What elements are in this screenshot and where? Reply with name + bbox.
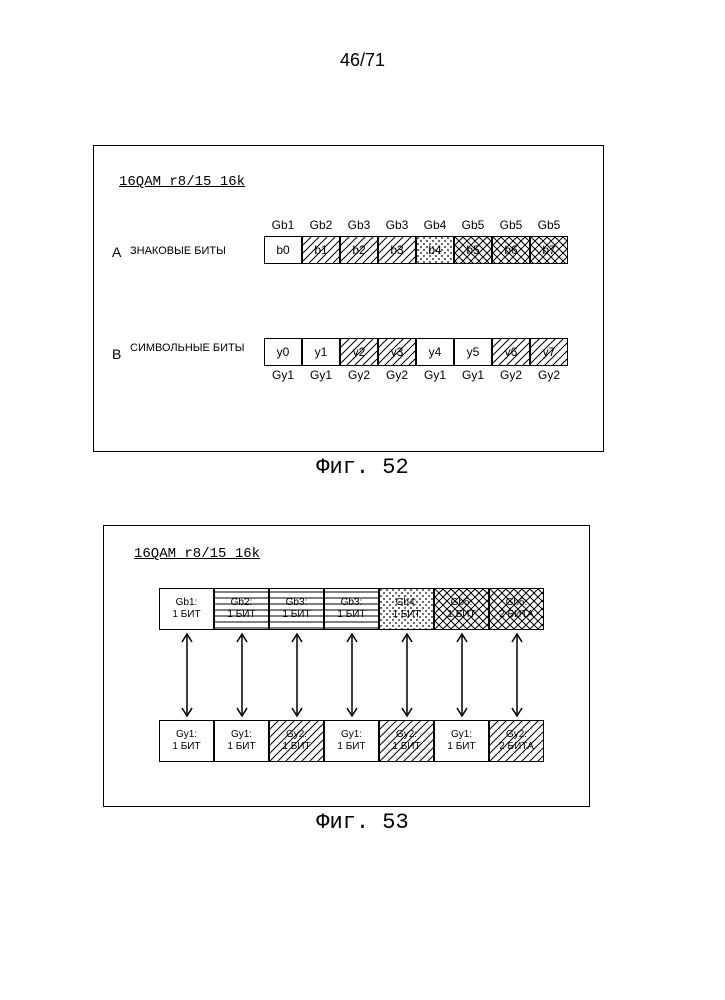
fig52-caption: Фиг. 52 <box>316 455 408 480</box>
bit-cell: b5 <box>454 236 492 264</box>
row-b-cells: y0y1y2y3y4y5y6y7 <box>264 338 568 366</box>
col-label: Gb5 <box>454 218 492 232</box>
col-label: Gb4 <box>416 218 454 232</box>
symbol-cell: y3 <box>378 338 416 366</box>
mapping-arrow <box>379 630 434 720</box>
gb-cell: Gb5:2 БИТА <box>489 588 544 630</box>
col-label: Gy2 <box>492 368 530 382</box>
row-a-prefix: A <box>112 244 121 260</box>
fig53-bottom-row: Gy1:1 БИТGy1:1 БИТGy2:1 БИТGy1:1 БИТGy2:… <box>159 720 544 762</box>
gb-cell: Gb3:1 БИТ <box>269 588 324 630</box>
bit-cell: b1 <box>302 236 340 264</box>
gy-cell: Gy1:1 БИТ <box>159 720 214 762</box>
bit-cell: b7 <box>530 236 568 264</box>
gy-cell: Gy2:2 БИТА <box>489 720 544 762</box>
mapping-arrow <box>214 630 269 720</box>
gy-cell: Gy1:1 БИТ <box>214 720 269 762</box>
col-label: Gb1 <box>264 218 302 232</box>
bit-cell: b6 <box>492 236 530 264</box>
gb-cell: Gb1:1 БИТ <box>159 588 214 630</box>
col-label: Gy1 <box>416 368 454 382</box>
symbol-cell: y6 <box>492 338 530 366</box>
col-label: Gb5 <box>530 218 568 232</box>
gb-cell: Gb3:1 БИТ <box>324 588 379 630</box>
gy-cell: Gy2:1 БИТ <box>269 720 324 762</box>
symbol-cell: y7 <box>530 338 568 366</box>
symbol-cell: y2 <box>340 338 378 366</box>
fig53-top-row: Gb1:1 БИТGb2:1 БИТGb3:1 БИТGb3:1 БИТGb4:… <box>159 588 544 630</box>
col-label: Gy2 <box>340 368 378 382</box>
col-label: Gy1 <box>454 368 492 382</box>
row-a-label: ЗНАКОВЫЕ БИТЫ <box>130 245 250 257</box>
col-label: Gy1 <box>302 368 340 382</box>
fig52-title: 16QAM r8/15 16k <box>119 174 245 190</box>
bit-cell: b0 <box>264 236 302 264</box>
col-label: Gb5 <box>492 218 530 232</box>
row-b-bottom-labels: Gy1Gy1Gy2Gy2Gy1Gy1Gy2Gy2 <box>264 368 568 382</box>
col-label: Gy2 <box>530 368 568 382</box>
bit-cell: b3 <box>378 236 416 264</box>
mapping-arrow <box>489 630 544 720</box>
symbol-cell: y1 <box>302 338 340 366</box>
mapping-arrow <box>434 630 489 720</box>
gb-cell: Gb4:1 БИТ <box>379 588 434 630</box>
mapping-arrow <box>159 630 214 720</box>
col-label: Gb2 <box>302 218 340 232</box>
symbol-cell: y5 <box>454 338 492 366</box>
figure-53-box: 16QAM r8/15 16k Gb1:1 БИТGb2:1 БИТGb3:1 … <box>103 525 590 807</box>
row-a-cells: b0b1b2b3b4b5b6b7 <box>264 236 568 264</box>
mapping-arrow <box>324 630 379 720</box>
col-label: Gb3 <box>378 218 416 232</box>
row-b-prefix: B <box>112 346 121 362</box>
gb-cell: Gb5:1 БИТ <box>434 588 489 630</box>
figure-52-box: 16QAM r8/15 16k A ЗНАКОВЫЕ БИТЫ Gb1Gb2Gb… <box>93 145 604 452</box>
symbol-cell: y0 <box>264 338 302 366</box>
fig53-title: 16QAM r8/15 16k <box>134 546 260 562</box>
fig53-caption: Фиг. 53 <box>316 810 408 835</box>
gy-cell: Gy1:1 БИТ <box>434 720 489 762</box>
bit-cell: b2 <box>340 236 378 264</box>
row-b-label: СИМВОЛЬНЫЕ БИТЫ <box>130 342 250 354</box>
col-label: Gb3 <box>340 218 378 232</box>
gy-cell: Gy2:1 БИТ <box>379 720 434 762</box>
symbol-cell: y4 <box>416 338 454 366</box>
mapping-arrow <box>269 630 324 720</box>
col-label: Gy2 <box>378 368 416 382</box>
gy-cell: Gy1:1 БИТ <box>324 720 379 762</box>
bit-cell: b4 <box>416 236 454 264</box>
gb-cell: Gb2:1 БИТ <box>214 588 269 630</box>
page-number: 46/71 <box>340 50 385 71</box>
fig53-arrows <box>159 630 544 720</box>
col-label: Gy1 <box>264 368 302 382</box>
row-a-top-labels: Gb1Gb2Gb3Gb3Gb4Gb5Gb5Gb5 <box>264 218 568 232</box>
